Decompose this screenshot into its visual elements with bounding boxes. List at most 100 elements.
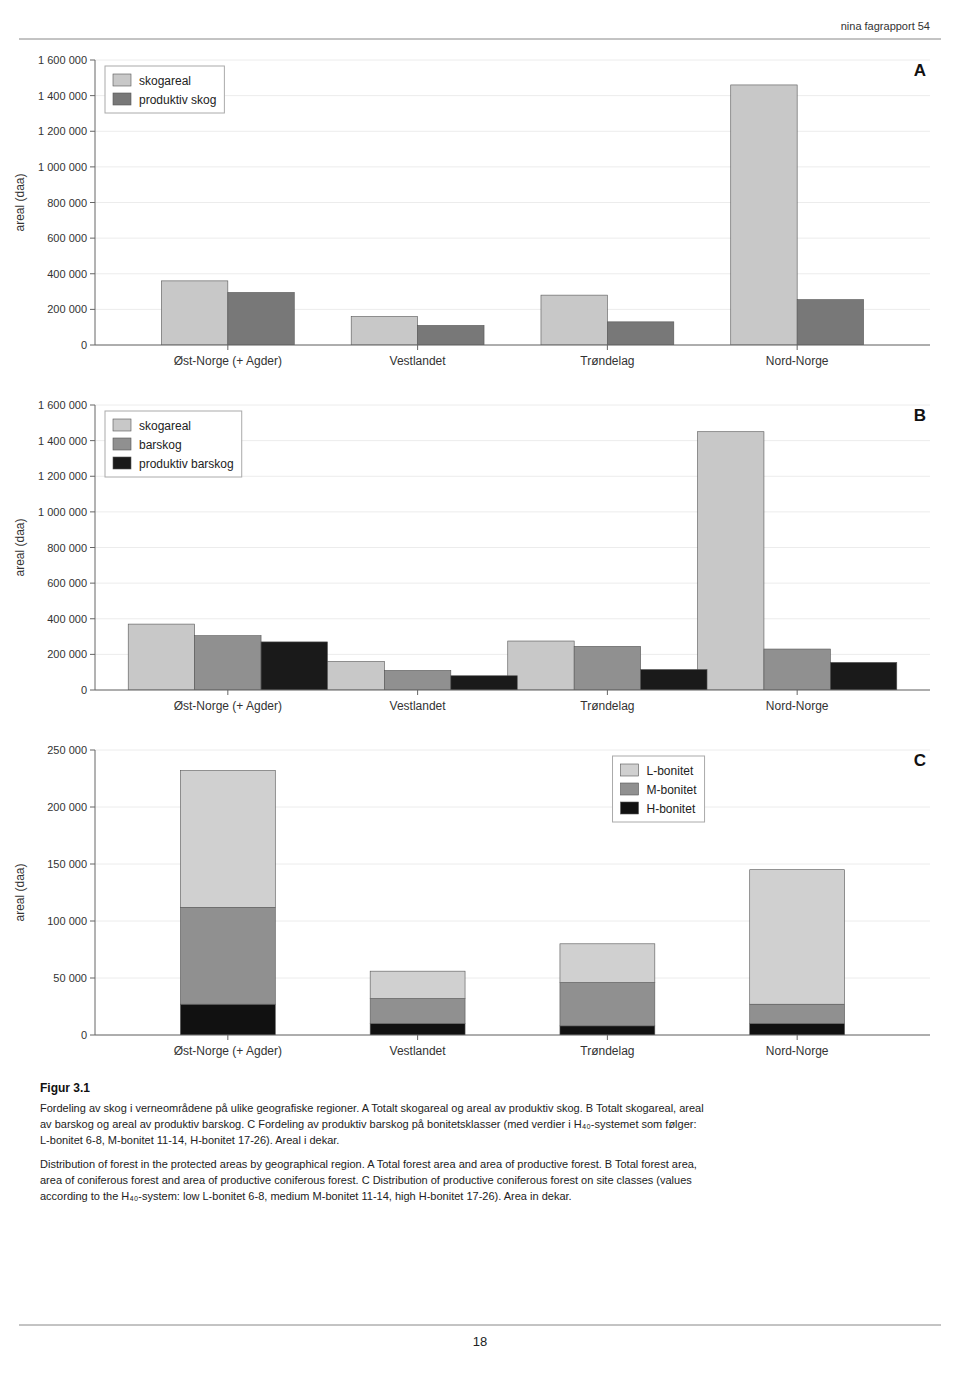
legend-label: H-bonitet xyxy=(647,802,696,816)
grid-line xyxy=(95,131,930,132)
grid-line xyxy=(95,273,930,274)
y-tick-label: 200 000 xyxy=(47,303,87,315)
grid-line xyxy=(95,547,930,548)
y-tick xyxy=(90,309,95,310)
legend: L-bonitet M-bonitet H-bonitet xyxy=(613,756,705,822)
y-axis xyxy=(95,60,96,345)
grid-line xyxy=(95,345,930,346)
marks xyxy=(180,771,844,1035)
caption-line: Distribution of forest in the protected … xyxy=(40,1158,697,1170)
x-tick xyxy=(227,1035,228,1040)
footer-rule xyxy=(19,1325,941,1326)
bar xyxy=(195,636,261,690)
caption-line: according to the H₄₀-system: low L-bonit… xyxy=(40,1190,572,1202)
x-tick-label: Nord-Norge xyxy=(766,699,829,713)
bar-segment xyxy=(750,1024,845,1035)
x-axis xyxy=(95,1035,930,1036)
y-tick-label: 1 000 000 xyxy=(38,506,87,518)
bar-segment xyxy=(750,1004,845,1023)
y-tick xyxy=(90,511,95,512)
legend-swatch xyxy=(621,802,639,814)
y-tick-label: 250 000 xyxy=(47,744,87,756)
y-tick-label: 800 000 xyxy=(47,197,87,209)
x-tick xyxy=(417,1035,418,1040)
bar-segment xyxy=(560,1026,655,1035)
chart: 0200 000400 000600 000800 0001 000 0001 … xyxy=(13,399,930,713)
x-tick xyxy=(417,345,418,350)
x-tick-label: Øst-Norge (+ Agder) xyxy=(174,699,282,713)
x-tick-label: Trøndelag xyxy=(580,1044,634,1058)
legend-label: M-bonitet xyxy=(647,783,698,797)
legend: skogarealbarskogproduktiv barskog xyxy=(105,411,242,477)
caption-line: Fordeling av skog i verneområdene på uli… xyxy=(40,1102,704,1114)
y-tick xyxy=(90,476,95,477)
chart: 0200 000400 000600 000800 0001 000 0001 … xyxy=(13,54,930,368)
bar-segment xyxy=(180,907,275,1004)
x-tick xyxy=(227,690,228,695)
x-tick-label: Nord-Norge xyxy=(766,354,829,368)
chart: 050 000100 000150 000200 000250 000Øst-N… xyxy=(13,744,930,1058)
y-tick xyxy=(90,131,95,132)
y-tick xyxy=(90,345,95,346)
bar xyxy=(607,322,673,345)
chart-title: A xyxy=(914,61,926,80)
y-tick-label: 1 400 000 xyxy=(38,90,87,102)
header: nina fagrapport 54 xyxy=(841,20,930,32)
y-tick-label: 0 xyxy=(81,339,87,351)
y-tick-label: 200 000 xyxy=(47,801,87,813)
y-tick xyxy=(90,654,95,655)
bar xyxy=(261,642,327,690)
x-tick-label: Øst-Norge (+ Agder) xyxy=(174,354,282,368)
y-tick-label: 600 000 xyxy=(47,232,87,244)
header-rule xyxy=(19,39,941,40)
legend-swatch xyxy=(113,93,131,105)
background xyxy=(0,0,960,1388)
y-tick xyxy=(90,273,95,274)
bar xyxy=(574,646,640,690)
y-tick xyxy=(90,807,95,808)
caption-line: area of coniferous forest and area of pr… xyxy=(40,1174,692,1186)
bar xyxy=(451,676,517,690)
bar-segment xyxy=(560,983,655,1026)
caption-line: L-bonitet 6-8, M-bonitet 11-14, H-bonite… xyxy=(40,1134,339,1146)
y-tick-label: 1 200 000 xyxy=(38,470,87,482)
y-axis-label: areal (daa) xyxy=(13,173,27,231)
y-tick-label: 1 400 000 xyxy=(38,435,87,447)
y-tick xyxy=(90,921,95,922)
grid-line xyxy=(95,238,930,239)
x-tick-label: Vestlandet xyxy=(390,354,447,368)
y-tick xyxy=(90,95,95,96)
bar xyxy=(830,662,896,690)
chart-title: B xyxy=(914,406,926,425)
y-tick xyxy=(90,166,95,167)
legend-frame xyxy=(105,66,224,113)
x-tick xyxy=(607,345,608,350)
x-axis xyxy=(95,690,930,691)
marks xyxy=(161,85,863,345)
x-tick xyxy=(797,345,798,350)
y-axis xyxy=(95,750,96,1035)
legend-label: L-bonitet xyxy=(647,764,694,778)
legend-swatch xyxy=(113,438,131,450)
bar xyxy=(318,662,384,691)
legend-label: skogareal xyxy=(139,74,191,88)
y-tick xyxy=(90,405,95,406)
bar xyxy=(228,292,294,345)
legend-swatch xyxy=(113,74,131,86)
y-tick xyxy=(90,583,95,584)
y-tick xyxy=(90,60,95,61)
bar xyxy=(764,649,830,690)
bar-segment xyxy=(370,971,465,998)
x-tick xyxy=(797,690,798,695)
bar xyxy=(384,670,450,690)
bar xyxy=(508,641,574,690)
legend-swatch xyxy=(621,783,639,795)
y-axis xyxy=(95,405,96,690)
page: nina fagrapport 54 0200 000400 000600 000… xyxy=(0,0,960,1388)
y-tick-label: 200 000 xyxy=(47,648,87,660)
y-tick xyxy=(90,238,95,239)
grid-line xyxy=(95,583,930,584)
bar-segment xyxy=(180,1004,275,1035)
bar xyxy=(541,295,607,345)
x-tick-label: Vestlandet xyxy=(390,1044,447,1058)
